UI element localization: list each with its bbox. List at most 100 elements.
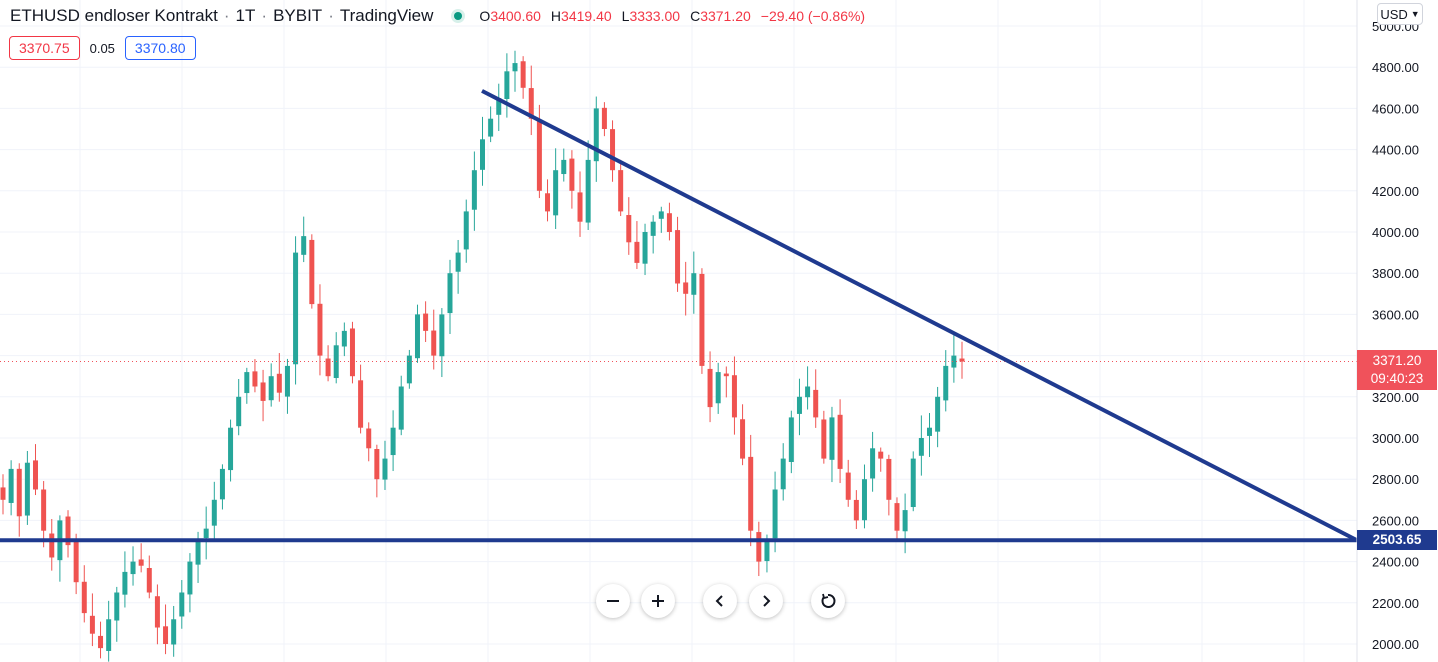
scroll-right-button[interactable] <box>749 584 783 618</box>
close-value: 3371.20 <box>700 8 751 24</box>
candle-body <box>959 358 965 362</box>
ask-price[interactable]: 3370.80 <box>124 36 196 60</box>
candle-body <box>98 635 104 649</box>
candle-body <box>366 428 372 449</box>
y-tick-label: 3600.00 <box>1372 307 1419 322</box>
ohlc-values: O3400.60 H3419.40 L3333.00 C3371.20 −29.… <box>479 8 865 24</box>
candle-body <box>154 596 160 628</box>
candle-body <box>171 619 177 645</box>
candle-body <box>853 499 859 521</box>
market-open-icon[interactable] <box>451 9 466 23</box>
symbol-name[interactable]: ETHUSD endloser Kontrakt <box>10 6 218 25</box>
level-price-label: 2503.65 <box>1357 530 1437 550</box>
candle-body <box>81 581 87 614</box>
candle-body <box>772 489 778 539</box>
currency-selector[interactable]: USD ▼ <box>1377 3 1423 25</box>
candle-body <box>41 489 47 531</box>
y-tick-label: 2000.00 <box>1372 637 1419 652</box>
candle-body <box>49 533 55 558</box>
y-tick-label: 3000.00 <box>1372 431 1419 446</box>
close-label: C <box>690 8 701 24</box>
candle-body <box>870 448 876 479</box>
low-value: 3333.00 <box>629 8 681 24</box>
candle-body <box>203 528 209 539</box>
bid-price[interactable]: 3370.75 <box>9 36 80 60</box>
candle-body <box>65 516 71 546</box>
last-price-label: 3371.20 09:40:23 <box>1357 350 1437 390</box>
candle-body <box>886 458 892 500</box>
candle-body <box>634 241 640 263</box>
bar-countdown: 09:40:23 <box>1370 371 1424 386</box>
candle-body <box>504 71 510 99</box>
candle-body <box>528 88 534 119</box>
descending-trendline[interactable] <box>481 89 1358 543</box>
y-tick-label: 2800.00 <box>1372 472 1419 487</box>
candle-body <box>382 458 388 480</box>
candle-body <box>16 468 22 517</box>
candle-body <box>512 63 518 72</box>
bid-ask-panel: 3370.75 0.05 3370.80 <box>9 36 196 60</box>
high-label: H <box>550 8 562 24</box>
price-axis[interactable]: 2000.00 2200.00 2400.00 2600.00 2800.00 3000.… <box>1356 0 1438 662</box>
y-tick-label: 4800.00 <box>1372 60 1419 75</box>
candle-body <box>480 139 485 170</box>
source-label: TradingView <box>339 6 434 25</box>
candle-body <box>390 427 396 456</box>
scroll-left-button[interactable] <box>703 584 737 618</box>
candle-body <box>951 355 957 368</box>
candle-body <box>73 541 79 583</box>
candle-body <box>349 328 355 377</box>
candle-body <box>293 252 299 365</box>
candle-body <box>788 417 794 463</box>
candle-body <box>358 380 364 428</box>
candle-body <box>756 532 762 562</box>
candle-body <box>122 571 128 595</box>
candle-body <box>431 330 437 356</box>
candle-body <box>8 468 14 503</box>
y-tick-label: 4200.00 <box>1372 184 1419 199</box>
candle-body <box>642 232 648 264</box>
candle-body <box>89 615 95 634</box>
spread-value: 0.05 <box>89 40 115 56</box>
candle-body <box>731 375 737 418</box>
y-tick-label: 3200.00 <box>1372 390 1419 405</box>
candle-body <box>626 215 632 243</box>
candle-body <box>536 121 542 191</box>
candle-body <box>309 239 315 305</box>
candlestick-series <box>0 50 965 662</box>
zoom-out-button[interactable] <box>596 584 630 618</box>
y-tick-label: 4600.00 <box>1372 101 1419 116</box>
candle-body <box>569 158 575 191</box>
candle-body <box>423 313 429 331</box>
candle-body <box>691 273 697 295</box>
candle-body <box>610 129 616 171</box>
candle-body <box>861 479 867 521</box>
low-label: L <box>621 8 630 24</box>
candle-body <box>935 396 941 432</box>
candle-body <box>658 211 664 219</box>
candle-body <box>179 592 185 617</box>
candle-body <box>520 61 526 88</box>
candle-body <box>276 373 282 393</box>
candle-body <box>813 389 819 418</box>
candle-body <box>236 396 242 427</box>
candle-body <box>585 159 591 223</box>
candle-body <box>439 314 445 357</box>
candle-body <box>699 273 705 366</box>
candle-body <box>114 592 120 621</box>
candle-body <box>195 541 201 565</box>
open-label: O <box>479 8 491 24</box>
chevron-right-icon <box>763 595 771 607</box>
candle-body <box>463 211 469 250</box>
candle-body <box>748 456 754 531</box>
reset-chart-button[interactable] <box>811 584 845 618</box>
y-tick-label: 2600.00 <box>1372 513 1419 528</box>
interval-label[interactable]: 1T <box>235 6 256 25</box>
candle-body <box>553 170 559 216</box>
zoom-in-button[interactable] <box>641 584 675 618</box>
chevron-down-icon: ▼ <box>1410 9 1420 19</box>
candle-body <box>666 213 672 232</box>
y-tick-label: 3800.00 <box>1372 266 1419 281</box>
reset-icon <box>821 593 836 608</box>
